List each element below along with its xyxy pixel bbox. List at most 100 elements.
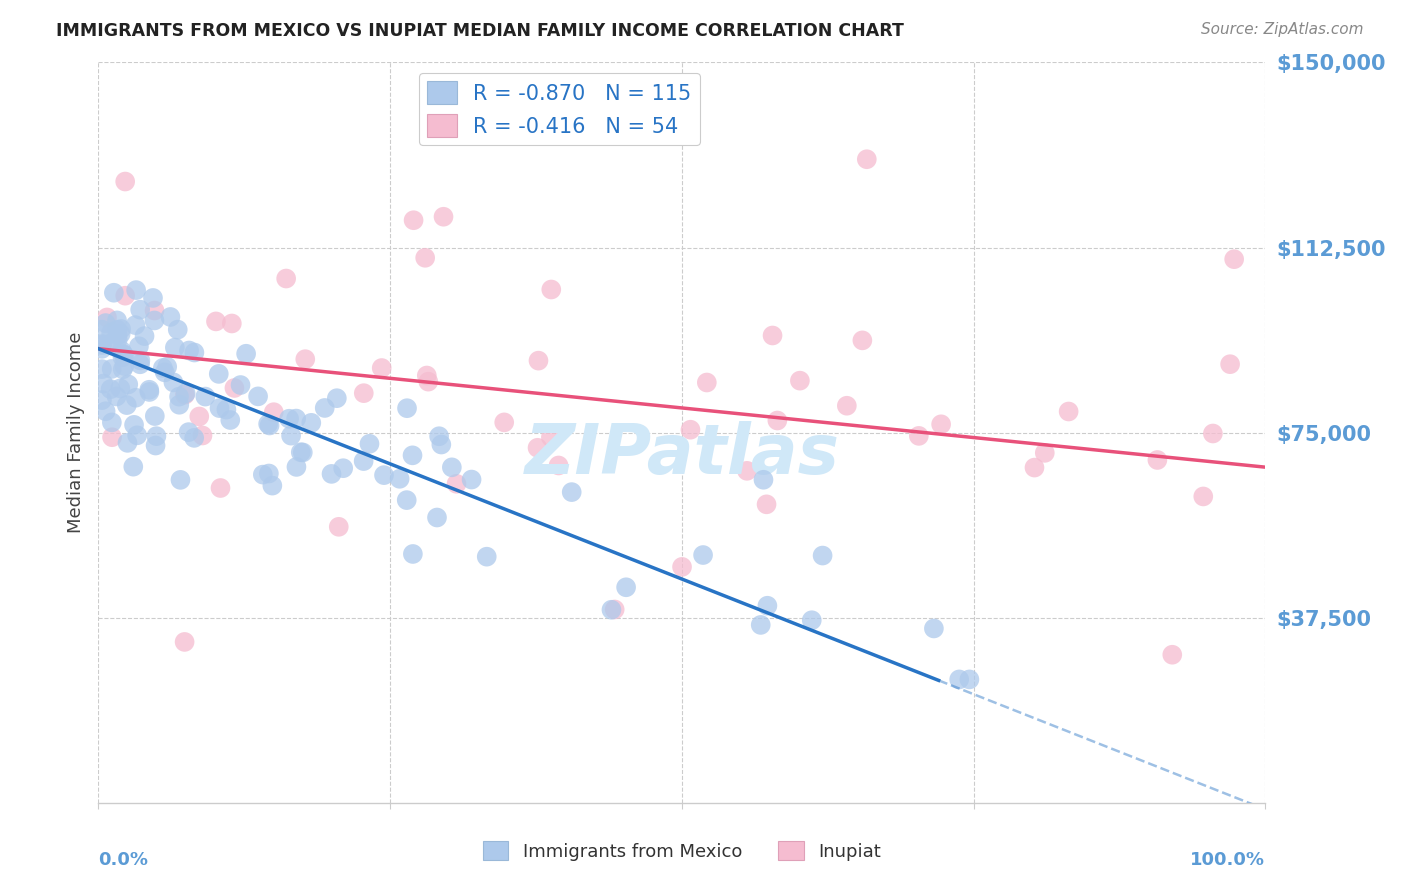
Point [800,613,823,627]
Point [129,302,152,317]
Point [692,548,714,562]
Point [167,390,190,404]
Point [107,333,129,347]
Point [114,175,136,189]
Point [101,416,124,430]
Point [257,417,280,431]
Point [224,381,246,395]
Point [247,389,270,403]
Point [159,310,181,324]
Point [811,549,834,563]
Point [143,303,166,318]
Point [326,391,349,405]
Point [125,391,148,405]
Point [162,376,184,390]
Point [402,213,425,227]
Point [205,314,228,328]
Point [122,459,145,474]
Point [388,472,411,486]
Point [294,352,316,367]
Point [299,416,322,430]
Point [908,429,931,443]
Point [696,376,718,390]
Point [922,622,945,636]
Point [679,423,702,437]
Point [169,473,191,487]
Point [105,389,128,403]
Point [142,291,165,305]
Point [229,378,252,392]
Point [100,362,122,376]
Point [426,510,449,524]
Point [526,441,548,455]
Point [183,431,205,445]
Point [276,271,298,285]
Point [94,404,117,418]
Point [138,384,160,399]
Text: 100.0%: 100.0% [1191,851,1265,869]
Point [755,497,778,511]
Point [209,481,232,495]
Point [252,467,274,482]
Point [122,417,145,432]
Point [373,468,395,483]
Point [314,401,336,415]
Point [614,580,637,594]
Point [540,430,562,444]
Point [183,345,205,359]
Y-axis label: Median Family Income: Median Family Income [66,332,84,533]
Point [395,493,418,508]
Point [259,418,281,433]
Point [128,339,150,353]
Point [208,367,231,381]
Point [432,210,454,224]
Point [600,603,623,617]
Point [156,359,179,374]
Point [90,362,112,376]
Point [446,476,468,491]
Point [418,375,440,389]
Point [219,413,242,427]
Point [756,599,779,613]
Point [215,402,238,417]
Point [561,485,583,500]
Point [1057,404,1080,418]
Point [174,387,197,401]
Point [766,413,789,427]
Point [110,326,132,341]
Point [353,454,375,468]
Point [752,473,775,487]
Point [117,377,139,392]
Point [328,520,350,534]
Point [138,383,160,397]
Point [111,351,134,365]
Point [143,409,166,423]
Point [112,359,135,373]
Point [280,428,302,442]
Point [416,368,439,383]
Point [107,328,129,343]
Point [235,347,257,361]
Point [789,374,811,388]
Point [527,353,550,368]
Point [430,437,453,451]
Point [1223,252,1246,267]
Point [127,428,149,442]
Point [194,390,217,404]
Point [112,347,135,361]
Point [90,322,112,336]
Point [100,382,122,396]
Point [129,353,152,368]
Point [174,386,197,401]
Point [285,411,308,425]
Point [96,310,118,325]
Text: Source: ZipAtlas.com: Source: ZipAtlas.com [1201,22,1364,37]
Point [395,401,418,416]
Point [90,393,112,408]
Point [359,437,381,451]
Point [1146,453,1168,467]
Point [145,429,167,443]
Point [603,602,626,616]
Point [221,317,243,331]
Point [191,428,214,442]
